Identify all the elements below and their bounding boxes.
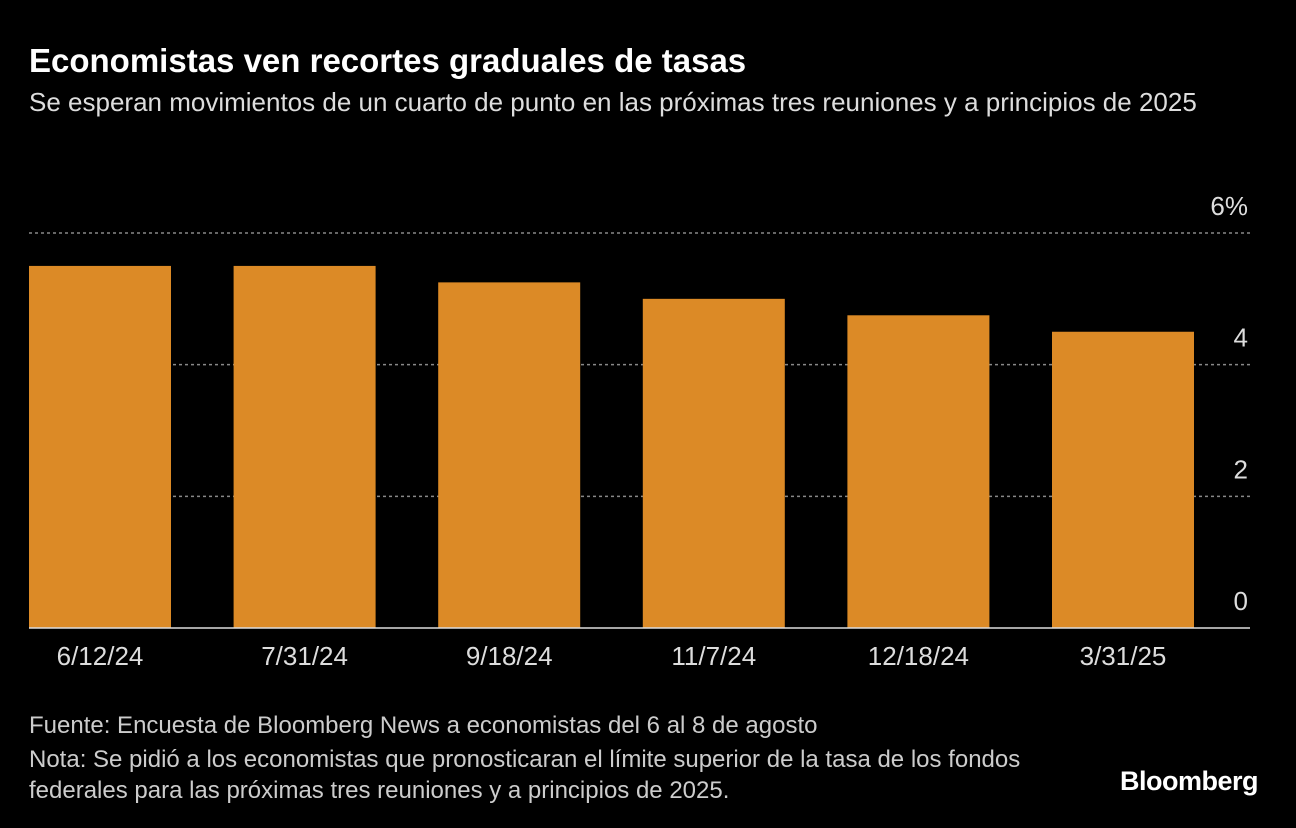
x-tick-label: 11/7/24 <box>671 641 756 671</box>
bar <box>438 282 581 628</box>
x-tick-label: 6/12/24 <box>57 641 144 671</box>
bar <box>233 265 376 628</box>
y-tick-label: 6% <box>1210 191 1248 221</box>
bar <box>1052 331 1194 628</box>
x-tick-label: 9/18/24 <box>466 641 553 671</box>
bar <box>642 298 785 628</box>
chart-subtitle: Se esperan movimientos de un cuarto de p… <box>29 87 1197 117</box>
bar <box>847 315 990 628</box>
x-tick-label: 12/18/24 <box>868 641 969 671</box>
y-tick-label: 4 <box>1234 323 1248 353</box>
x-tick-label: 3/31/25 <box>1080 641 1167 671</box>
x-tick-label: 7/31/24 <box>261 641 348 671</box>
chart-title: Economistas ven recortes graduales de ta… <box>29 42 747 79</box>
brand-logo: Bloomberg <box>1119 766 1259 796</box>
bar <box>29 265 171 628</box>
y-tick-label: 2 <box>1234 454 1248 484</box>
source-note: Fuente: Encuesta de Bloomberg News a eco… <box>29 712 818 739</box>
footnote: Nota: Se pidió a los economistas que pro… <box>29 746 1021 804</box>
y-tick-label: 0 <box>1234 586 1248 616</box>
